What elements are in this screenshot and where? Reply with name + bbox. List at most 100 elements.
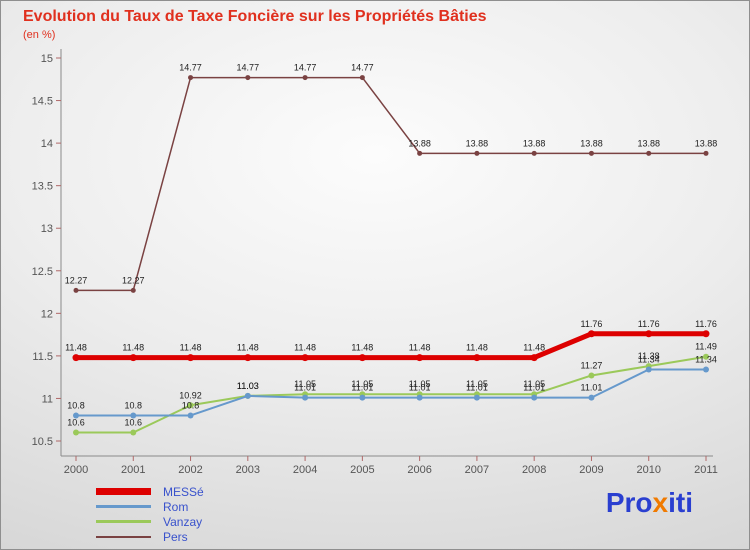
data-point-Vanzay [703, 353, 709, 360]
data-label-Pers: 14.77 [294, 63, 317, 73]
data-point-MESSé [473, 354, 481, 362]
data-point-Rom [130, 412, 137, 419]
data-label-MESSé: 11.48 [466, 343, 488, 353]
x-tick-label: 2006 [407, 464, 431, 476]
y-tick-label: 14 [41, 138, 53, 150]
legend-swatch-messe [96, 488, 151, 495]
data-point-Pers [531, 150, 537, 156]
data-label-Rom: 10.8 [67, 400, 85, 410]
data-label-Rom: 11.01 [466, 383, 488, 393]
data-label-MESSé: 11.48 [294, 343, 316, 353]
data-point-Pers [703, 150, 709, 156]
data-label-MESSé: 11.48 [122, 343, 144, 353]
x-tick-label: 2009 [579, 464, 603, 476]
x-tick-label: 2010 [636, 464, 660, 476]
data-label-MESSé: 11.76 [695, 319, 717, 329]
data-label-Vanzay: 11.27 [581, 360, 603, 370]
data-point-MESSé [187, 354, 195, 362]
legend-label-rom: Rom [163, 499, 189, 514]
legend-item-rom: Rom [96, 499, 204, 514]
data-label-Vanzay: 11.38 [638, 351, 660, 361]
data-point-Pers [417, 150, 423, 156]
data-label-Vanzay: 11.05 [466, 379, 488, 389]
proxiti-logo: Proxiti [606, 487, 693, 519]
y-tick-label: 12.5 [32, 266, 53, 278]
x-tick-label: 2008 [522, 464, 546, 476]
data-label-Pers: 13.88 [523, 138, 546, 148]
data-label-Rom: 10.8 [182, 400, 200, 410]
data-label-Rom: 11.34 [638, 355, 660, 365]
data-label-Rom: 11.34 [695, 355, 717, 365]
data-point-Pers [302, 75, 308, 81]
y-tick-label: 15 [41, 53, 53, 65]
legend-swatch-vanzay [96, 520, 151, 523]
data-label-Pers: 13.88 [637, 138, 660, 148]
logo-text-pro: Pro [605, 487, 653, 518]
data-point-Rom [73, 412, 79, 419]
data-point-Pers [130, 287, 136, 293]
legend-label-messe: MESSé [163, 484, 204, 499]
data-point-Rom [588, 394, 595, 401]
series-line-Pers [75, 76, 707, 292]
line-chart: 10.5 11 11.5 12 12.5 13 13.5 14 14.5 15 2000 2001 20… [32, 49, 718, 476]
data-point-Pers [73, 287, 79, 293]
y-tick-label: 13.5 [32, 181, 53, 193]
data-point-Vanzay [130, 429, 137, 436]
y-tick-label: 13 [41, 223, 53, 235]
data-point-MESSé [72, 354, 80, 362]
y-tick-label: 11.5 [32, 351, 53, 363]
legend-item-messe: MESSé [96, 484, 204, 499]
data-label-MESSé: 11.48 [409, 343, 431, 353]
data-label-Pers: 14.77 [237, 63, 260, 73]
data-label-Pers: 13.88 [695, 138, 718, 148]
data-point-Rom [302, 394, 309, 401]
data-label-Rom: 11.01 [294, 383, 316, 393]
y-tick-label: 12 [41, 308, 53, 320]
data-label-Rom: 11.03 [237, 381, 259, 391]
data-label-Rom: 11.01 [409, 383, 431, 393]
data-point-Rom [531, 394, 538, 401]
data-point-MESSé [416, 354, 424, 362]
data-point-Rom [359, 394, 366, 401]
data-point-MESSé [645, 330, 653, 338]
data-label-Vanzay: 11.49 [695, 342, 717, 352]
series-line-Vanzay [75, 355, 707, 434]
data-label-Pers: 12.27 [65, 275, 88, 285]
data-label-MESSé: 11.48 [523, 343, 545, 353]
legend-swatch-pers [96, 535, 151, 538]
legend: MESSé Rom Vanzay Pers [96, 484, 204, 544]
x-tick-label: 2011 [694, 464, 718, 476]
data-label-Pers: 13.88 [408, 138, 431, 148]
data-point-Vanzay [187, 402, 194, 409]
data-point-Pers [588, 150, 594, 156]
series-line-Rom [75, 368, 707, 417]
legend-label-pers: Pers [163, 529, 188, 544]
logo-x-icon: x [652, 487, 669, 518]
data-point-Pers [245, 75, 251, 81]
data-label-Rom: 10.8 [125, 400, 143, 410]
data-point-Pers [646, 150, 652, 156]
data-point-MESSé [530, 354, 538, 362]
y-tick-label: 11 [42, 393, 53, 405]
data-label-Vanzay: 11.05 [409, 379, 431, 389]
data-label-Pers: 12.27 [122, 275, 145, 285]
data-label-Pers: 14.77 [351, 63, 374, 73]
data-point-Rom [645, 366, 652, 373]
x-tick-label: 2000 [64, 464, 88, 476]
data-label-MESSé: 11.48 [351, 343, 373, 353]
data-point-Vanzay [588, 372, 595, 379]
y-tick-label: 10.5 [32, 436, 53, 448]
data-point-MESSé [301, 354, 309, 362]
data-point-Rom [416, 394, 423, 401]
x-tick-label: 2002 [178, 464, 202, 476]
data-label-Rom: 11.01 [351, 383, 373, 393]
data-label-MESSé: 11.48 [65, 343, 87, 353]
legend-label-vanzay: Vanzay [163, 514, 203, 529]
data-point-MESSé [244, 354, 252, 362]
legend-swatch-rom [96, 505, 151, 508]
data-point-MESSé [702, 330, 710, 338]
data-point-Vanzay [73, 429, 79, 436]
data-label-Vanzay: 10.6 [67, 417, 85, 427]
data-label-Pers: 13.88 [580, 138, 603, 148]
